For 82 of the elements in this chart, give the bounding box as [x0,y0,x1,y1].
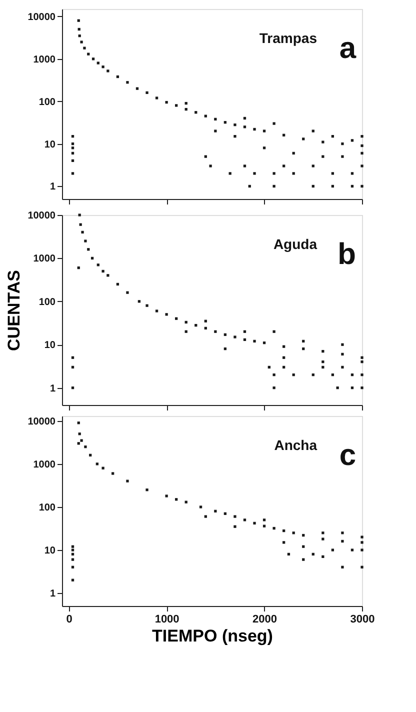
point [341,366,344,369]
point [302,558,305,561]
y-tick-label: 100 [38,296,56,308]
point [79,223,82,226]
x-tick-label: 3000 [350,614,375,626]
y-tick-label: 10 [44,139,56,150]
annotation: c [339,439,356,472]
point [253,522,256,525]
point [360,566,364,568]
point [106,274,110,277]
y-tick-label: 10000 [28,12,56,23]
y-tick-label: 100 [38,502,56,514]
point [102,466,104,470]
y-axis-title: CUENTAS [4,270,24,351]
x-tick-label: 1000 [154,614,180,626]
point [272,386,276,390]
point [234,525,236,528]
point [155,310,158,312]
point [360,373,364,376]
point [126,480,129,482]
point [126,291,129,294]
point [84,445,87,448]
point [81,230,84,234]
annotation: Ancha [274,437,318,453]
point [102,270,104,273]
point [111,472,114,475]
point [204,515,207,518]
point [360,356,364,359]
x-tick-label: 0 [66,614,72,626]
point [341,352,344,356]
y-tick-label: 100 [38,96,56,108]
point [350,548,354,552]
point [272,330,276,333]
annotation: a [339,32,356,65]
point [234,515,236,518]
point [199,506,202,508]
point [360,541,364,544]
y-tick-label: 10 [44,340,56,352]
point [341,343,344,346]
point [322,538,324,540]
point [282,541,286,544]
point [262,518,266,522]
y-tick-label: 1 [50,383,56,394]
point [262,524,266,528]
annotation: Trampas [259,30,318,46]
x-tick-label: 2000 [252,614,278,626]
y-tick-label: 10000 [28,210,56,222]
point [146,488,148,492]
point [84,240,87,242]
point [234,336,236,338]
point [331,548,334,552]
point [360,386,364,390]
point [80,439,83,442]
point [71,558,74,561]
point [341,540,344,543]
point [78,214,81,216]
point [360,548,364,552]
point [336,386,339,390]
point [243,518,246,522]
point [360,536,364,538]
y-tick-label: 1000 [33,459,56,470]
x-axis-title: TIEMPO (nseg) [152,626,273,646]
y-tick-label: 1 [50,182,56,193]
point [96,462,98,466]
point [253,340,256,343]
point [71,548,74,552]
annotation: Aguda [273,236,318,252]
y-tick-label: 1000 [33,54,56,66]
point [272,526,276,530]
point [165,313,168,316]
point [165,494,168,498]
point [341,532,344,534]
point [272,373,276,376]
y-tick-label: 1 [50,588,56,600]
annotation: b [338,238,356,271]
y-tick-label: 10000 [28,416,56,428]
point [146,304,148,307]
point [360,360,364,364]
y-tick-label: 1000 [33,254,56,265]
y-tick-label: 10 [44,546,56,557]
point [341,566,344,568]
point [184,500,188,504]
